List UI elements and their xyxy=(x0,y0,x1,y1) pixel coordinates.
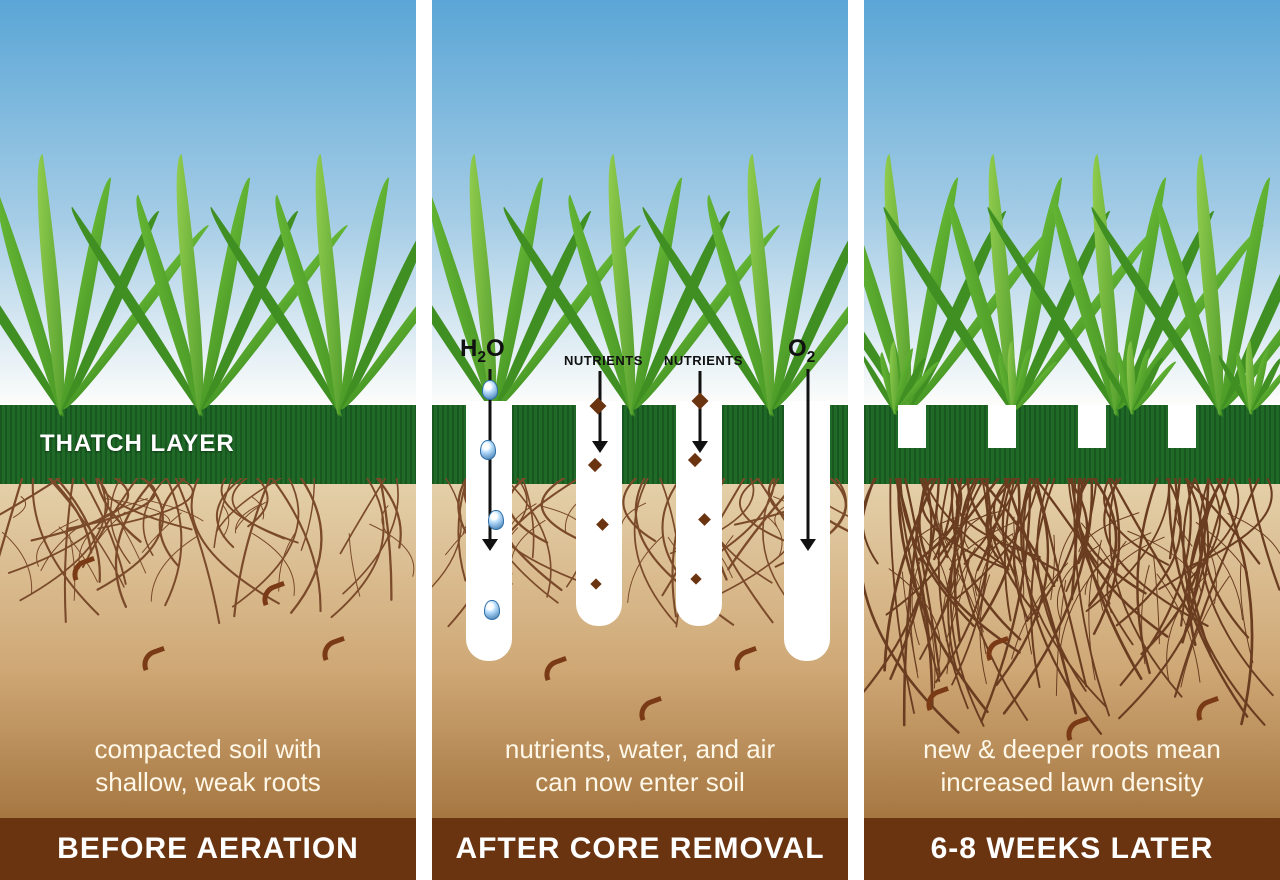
thatch-gap xyxy=(1078,405,1106,449)
water-drop-icon xyxy=(480,440,496,460)
thatch-layer xyxy=(864,405,1280,484)
thatch-label: THATCH LAYER xyxy=(40,430,235,458)
arrow-down-icon xyxy=(690,371,710,460)
water-drop-icon xyxy=(484,600,500,620)
thatch-gap xyxy=(1168,405,1196,449)
label-nutrients: NUTRIENTS xyxy=(664,353,743,368)
panel-title: 6-8 WEEKS LATER xyxy=(864,818,1280,880)
panel-caption: new & deeper roots meanincreased lawn de… xyxy=(864,733,1280,798)
panel-caption: compacted soil withshallow, weak roots xyxy=(0,733,416,798)
label-nutrients: NUTRIENTS xyxy=(564,353,643,368)
label-h2o: H2O xyxy=(460,335,505,367)
water-drop-icon xyxy=(482,380,498,400)
arrow-down-icon xyxy=(798,369,818,558)
panel-1: THATCH LAYER compacted soil withshallow, … xyxy=(0,0,416,880)
panel-2: H2O O2 NUTRIENTS NUTRIENTS nutrients, water,… xyxy=(432,0,848,880)
label-o2: O2 xyxy=(788,335,815,367)
panel-3: new & deeper roots meanincreased lawn de… xyxy=(864,0,1280,880)
thatch-gap xyxy=(898,405,926,449)
panel-title: AFTER CORE REMOVAL xyxy=(432,818,848,880)
arrow-down-icon xyxy=(590,371,610,460)
panel-caption: nutrients, water, and aircan now enter s… xyxy=(432,733,848,798)
panel-title: BEFORE AERATION xyxy=(0,818,416,880)
water-drop-icon xyxy=(488,510,504,530)
thatch-gap xyxy=(988,405,1016,449)
